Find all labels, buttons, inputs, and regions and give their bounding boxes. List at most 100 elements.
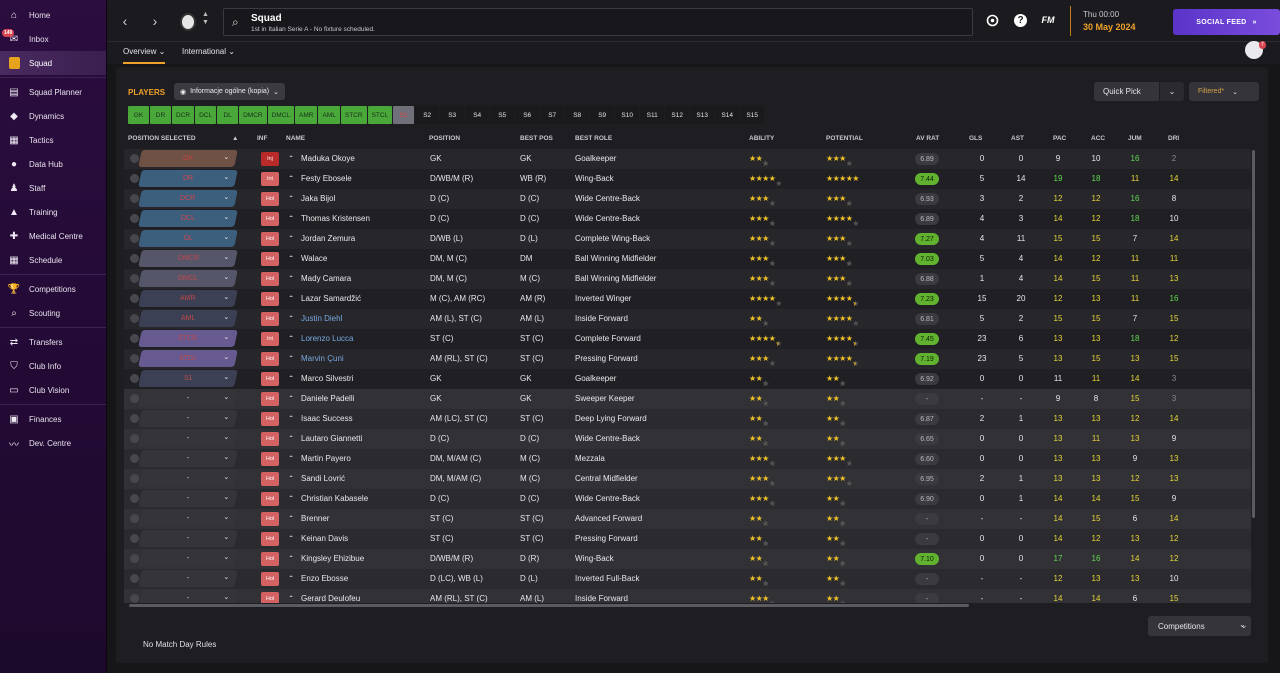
player-name[interactable]: Walace [301, 254, 328, 263]
fm-logo-icon[interactable]: FM [1041, 15, 1055, 25]
col-acc[interactable]: ACC [1091, 135, 1106, 142]
select-checkbox[interactable] [130, 494, 139, 503]
select-checkbox[interactable] [130, 574, 139, 583]
position-selector[interactable]: - ⌄ [138, 530, 238, 547]
sidebar-item-club-info[interactable]: ⛉ Club Info [0, 354, 106, 378]
select-checkbox[interactable] [130, 254, 139, 263]
sidebar-item-competitions[interactable]: 🏆 Competitions [0, 277, 106, 301]
position-selector[interactable]: GK ⌄ [138, 150, 238, 167]
view-select[interactable]: ◉ Informacje ogólne (kopia) ⌄ [174, 83, 285, 100]
position-selector[interactable]: DR ⌄ [138, 170, 238, 187]
position-selector[interactable]: DMCL ⌄ [138, 270, 238, 287]
position-selector[interactable]: - ⌄ [138, 550, 238, 567]
position-tab-s12[interactable]: S12 [665, 106, 690, 124]
position-tab-amr[interactable]: AMR [295, 106, 318, 124]
horizontal-scrollbar[interactable] [129, 604, 969, 607]
position-selector[interactable]: - ⌄ [138, 590, 238, 603]
date-display[interactable]: Thu 00:00 30 May 2024 [1070, 6, 1136, 36]
col-position-selected[interactable]: POSITION SELECTED [128, 135, 196, 142]
table-row[interactable]: STCL ⌄ Hol ◓ Marvin Çuni AM (RL), ST (C) ST (C… [124, 349, 1251, 369]
position-selector[interactable]: DMCR ⌄ [138, 250, 238, 267]
table-row[interactable]: GK ⌄ Inj ◓ Maduka Okoye GK GK Goalkeeper ★★ ★ ★ ★ ★★… [124, 149, 1251, 169]
col-best-role[interactable]: BEST ROLE [575, 135, 613, 142]
sidebar-item-data-hub[interactable]: ● Data Hub [0, 152, 106, 176]
position-selector[interactable]: - ⌄ [138, 430, 238, 447]
chevron-down-icon[interactable]: ⌄ [1239, 620, 1246, 629]
select-checkbox[interactable] [130, 394, 139, 403]
player-name[interactable]: Marvin Çuni [301, 354, 344, 363]
select-checkbox[interactable] [130, 474, 139, 483]
position-selector[interactable]: AML ⌄ [138, 310, 238, 327]
table-row[interactable]: - ⌄ Hol ◓ Lautaro Giannetti D (C) D (C) Wide Ce… [124, 429, 1251, 449]
player-name[interactable]: Jaka Bijol [301, 194, 336, 203]
table-row[interactable]: - ⌄ Hol ◓ Christian Kabasele D (C) D (C) Wide C… [124, 489, 1251, 509]
sidebar-item-squad[interactable]: Squad [0, 51, 106, 75]
search-box[interactable]: ⌕ Squad 1st in Italian Serie A - No fixt… [223, 8, 973, 36]
select-checkbox[interactable] [130, 434, 139, 443]
sidebar-item-tactics[interactable]: ▦ Tactics [0, 128, 106, 152]
sidebar-item-medical-centre[interactable]: ✚ Medical Centre [0, 224, 106, 248]
table-row[interactable]: - ⌄ Hol ◓ Isaac Success AM (LC), ST (C) ST (C)… [124, 409, 1251, 429]
position-selector[interactable]: S1 ⌄ [138, 370, 238, 387]
col-av-rat[interactable]: AV RAT [916, 135, 940, 142]
filter-button[interactable]: Filtered* ⌄ [1189, 82, 1259, 101]
player-name[interactable]: Daniele Padelli [301, 394, 355, 403]
table-row[interactable]: - ⌄ Hol ◓ Kingsley Ehizibue D/WB/M (R) D (R) Wi… [124, 549, 1251, 569]
help-icon[interactable]: ? [1014, 14, 1027, 27]
select-checkbox[interactable] [130, 274, 139, 283]
player-name[interactable]: Festy Ebosele [301, 174, 352, 183]
table-row[interactable]: DCR ⌄ Hol ◓ Jaka Bijol D (C) D (C) Wide Centre-… [124, 189, 1251, 209]
info-badge[interactable]: Hol [261, 372, 279, 386]
position-tab-stcr[interactable]: STCR [340, 106, 367, 124]
info-badge[interactable]: Hol [261, 212, 279, 226]
info-badge[interactable]: Hol [261, 272, 279, 286]
position-selector[interactable]: - ⌄ [138, 510, 238, 527]
sidebar-item-schedule[interactable]: ▦ Schedule [0, 248, 106, 272]
table-row[interactable]: - ⌄ Hol ◓ Martin Payero DM, M/AM (C) M (C) Mezz… [124, 449, 1251, 469]
sidebar-item-staff[interactable]: ♟ Staff [0, 176, 106, 200]
position-tab-s9[interactable]: S9 [590, 106, 615, 124]
info-badge[interactable]: Hol [261, 592, 279, 603]
position-selector[interactable]: DL ⌄ [138, 230, 238, 247]
position-tab-s1[interactable]: S1 [393, 106, 415, 124]
select-checkbox[interactable] [130, 454, 139, 463]
vertical-scrollbar[interactable] [1252, 150, 1255, 518]
position-tab-dl[interactable]: DL [217, 106, 239, 124]
col-dri[interactable]: DRI [1168, 135, 1180, 142]
player-name[interactable]: Gerard Deulofeu [301, 594, 361, 603]
position-tab-s4[interactable]: S4 [465, 106, 490, 124]
position-tab-s7[interactable]: S7 [540, 106, 565, 124]
sidebar-item-dynamics[interactable]: ◆ Dynamics [0, 104, 106, 128]
position-selector[interactable]: - ⌄ [138, 570, 238, 587]
select-checkbox[interactable] [130, 154, 139, 163]
position-selector[interactable]: DCR ⌄ [138, 190, 238, 207]
player-name[interactable]: Martin Payero [301, 454, 351, 463]
position-tab-stcl[interactable]: STCL [367, 106, 393, 124]
info-badge[interactable]: Hol [261, 392, 279, 406]
expand-chevron-icon[interactable]: ⌄ [1240, 620, 1248, 630]
info-badge[interactable]: Int [261, 172, 279, 186]
position-tab-s11[interactable]: S11 [640, 106, 665, 124]
table-row[interactable]: AML ⌄ Hol ◓ Justin Diehl AM (L), ST (C) AM (L)… [124, 309, 1251, 329]
position-tab-dr[interactable]: DR [150, 106, 171, 124]
tab-international[interactable]: International ⌄ [182, 47, 235, 56]
position-tab-dmcr[interactable]: DMCR [239, 106, 267, 124]
info-badge[interactable]: Hol [261, 312, 279, 326]
select-checkbox[interactable] [130, 374, 139, 383]
info-badge[interactable]: Hol [261, 232, 279, 246]
select-checkbox[interactable] [130, 414, 139, 423]
avatar[interactable] [1245, 41, 1263, 59]
player-name[interactable]: Kingsley Ehizibue [301, 554, 365, 563]
table-row[interactable]: DCL ⌄ Hol ◓ Thomas Kristensen D (C) D (C) Wide … [124, 209, 1251, 229]
competitions-button[interactable]: Competitions [1148, 616, 1251, 636]
col-best-pos[interactable]: BEST POS [520, 135, 553, 142]
info-badge[interactable]: Hol [261, 412, 279, 426]
select-checkbox[interactable] [130, 534, 139, 543]
info-badge[interactable]: Hol [261, 532, 279, 546]
table-row[interactable]: - ⌄ Hol ◓ Brenner ST (C) ST (C) Advanced Forwar… [124, 509, 1251, 529]
table-row[interactable]: DL ⌄ Hol ◓ Jordan Zemura D/WB (L) D (L) Complet… [124, 229, 1251, 249]
col-ast[interactable]: AST [1011, 135, 1024, 142]
position-tab-gk[interactable]: GK [128, 106, 149, 124]
select-checkbox[interactable] [130, 234, 139, 243]
club-badge-icon[interactable] [180, 13, 196, 31]
